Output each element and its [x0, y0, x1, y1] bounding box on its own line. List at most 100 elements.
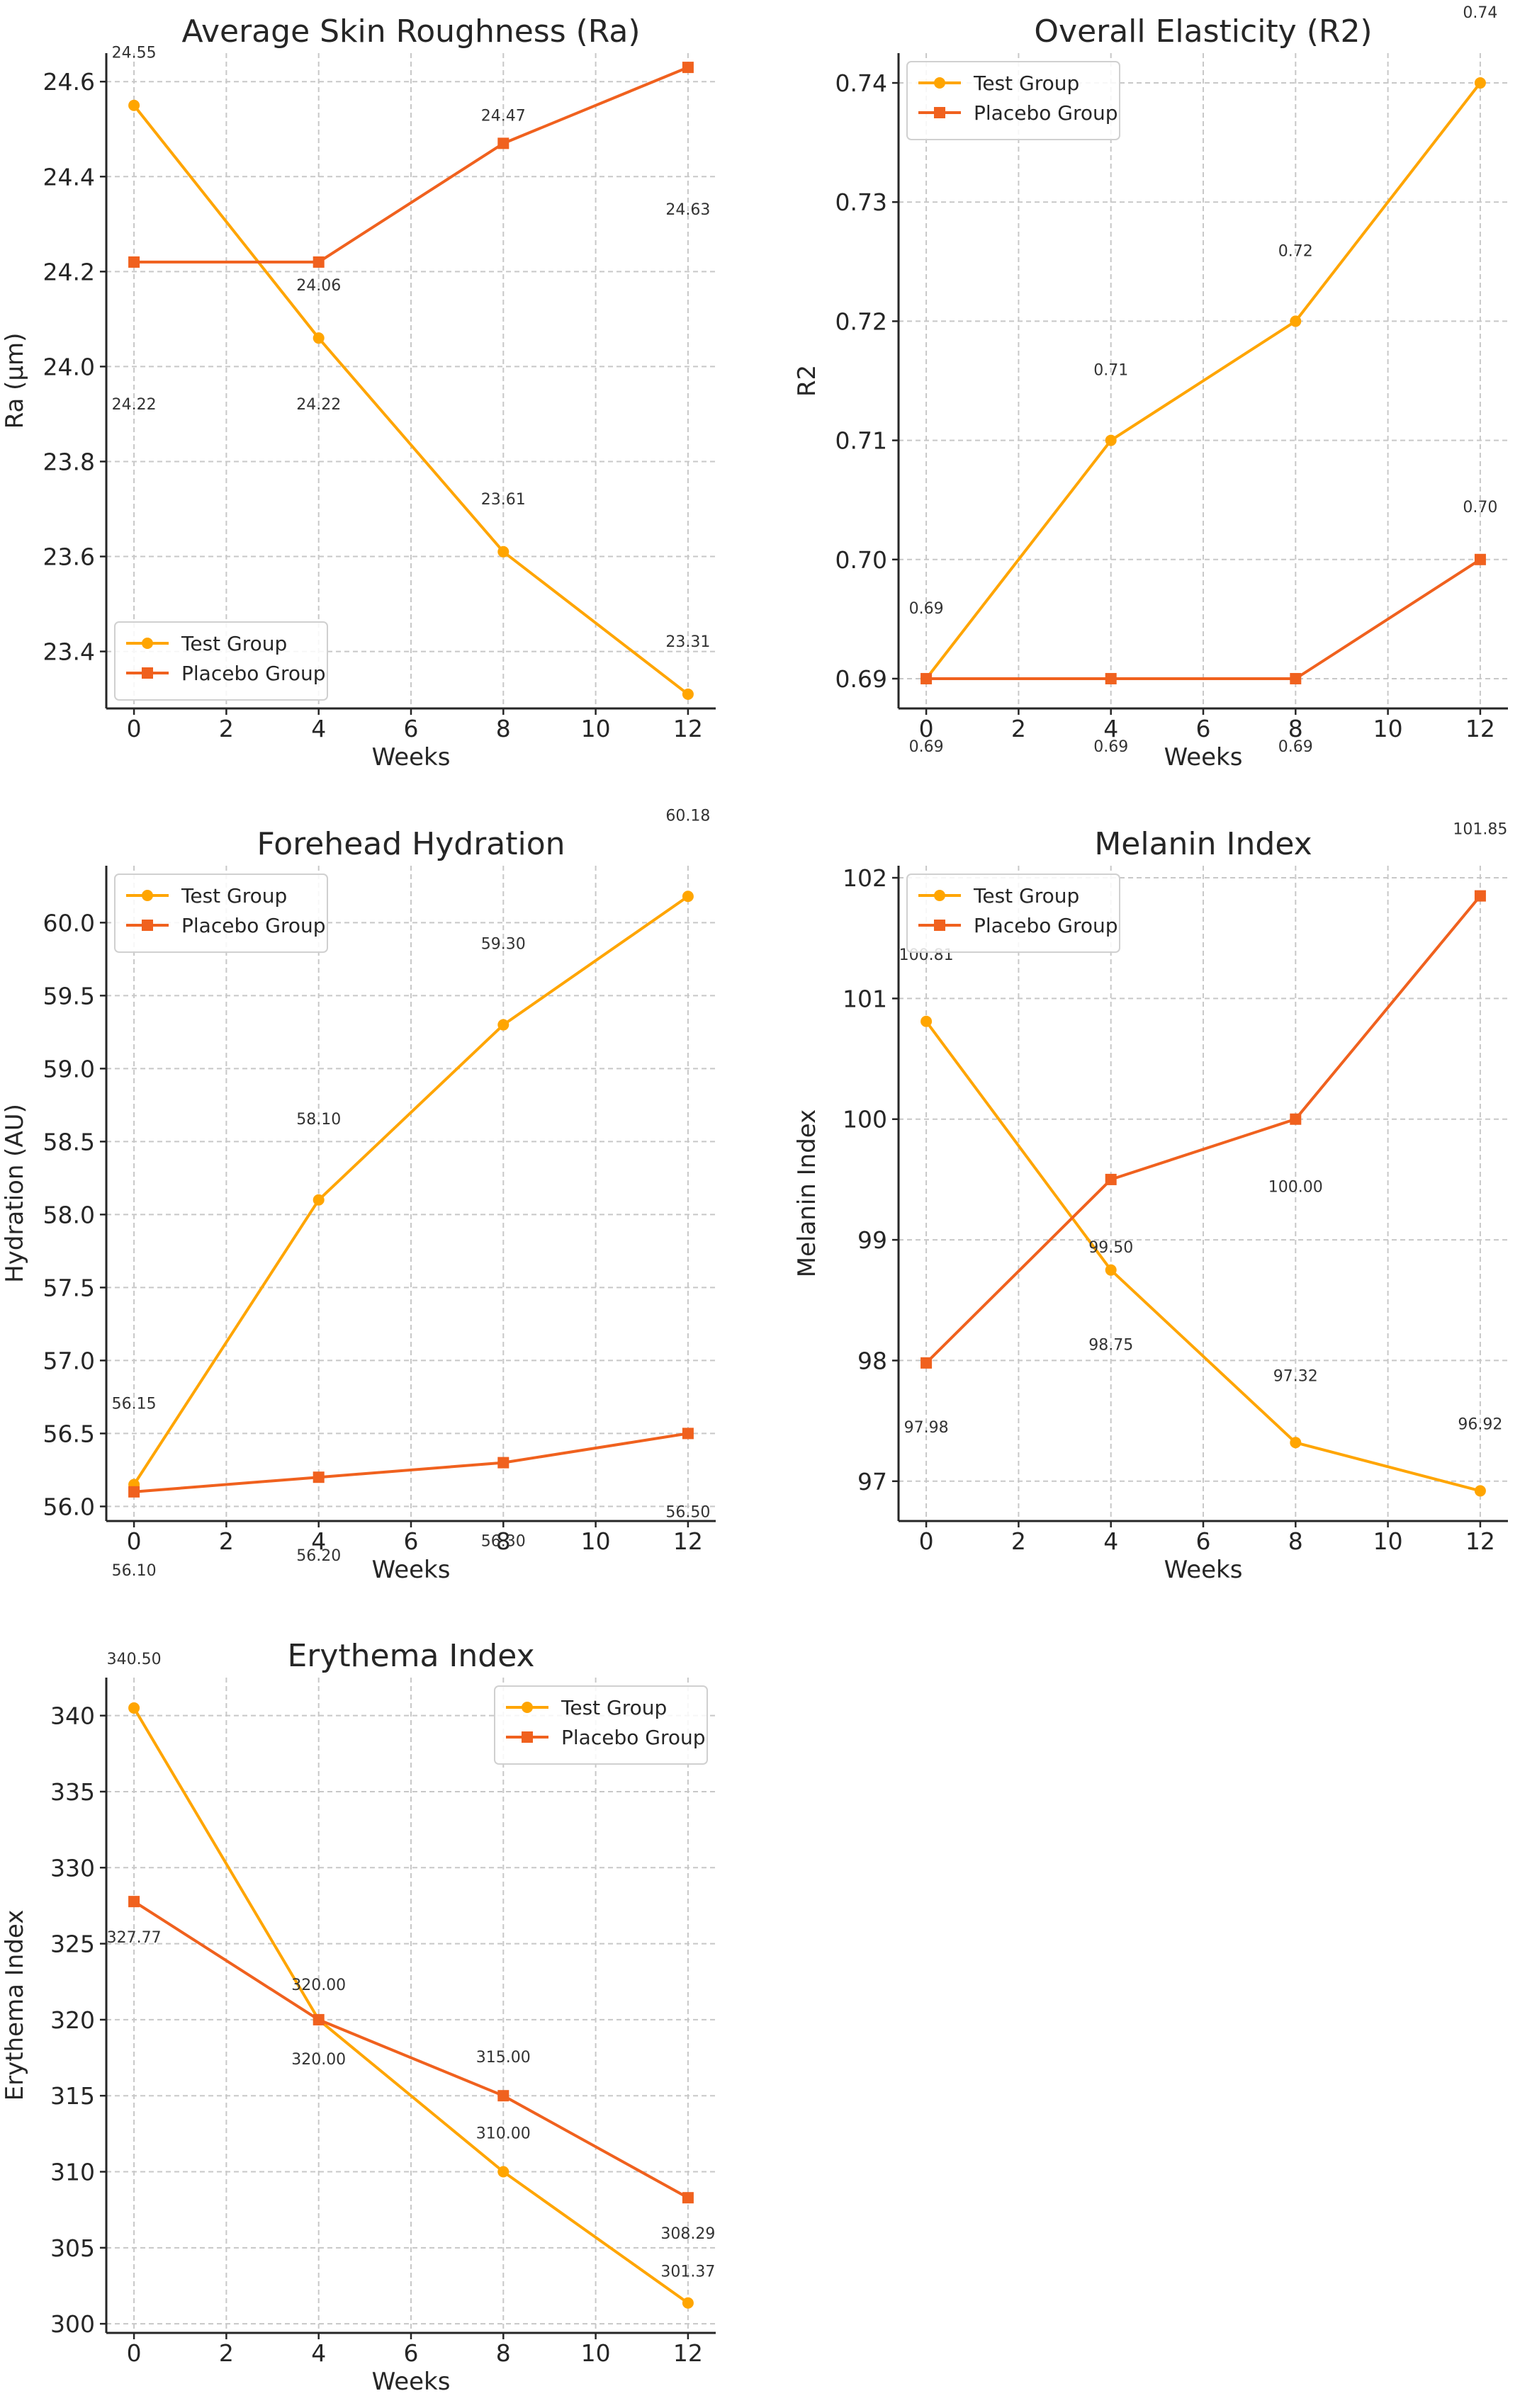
test-data-point	[682, 2297, 694, 2309]
data-label: 308.29	[660, 2225, 715, 2243]
x-tick-label: 10	[1373, 715, 1403, 742]
x-tick-label: 2	[219, 1527, 234, 1555]
x-tick-label: 0	[127, 2339, 142, 2367]
y-tick-label: 305	[50, 2234, 95, 2262]
data-label: 23.31	[665, 633, 710, 651]
y-tick-label: 315	[50, 2082, 95, 2110]
y-tick-label: 57.0	[43, 1347, 95, 1374]
data-label: 0.72	[1278, 242, 1313, 260]
data-label: 0.69	[909, 600, 944, 618]
legend-box	[906, 61, 1120, 140]
legend-entry: Placebo Group	[974, 914, 1118, 937]
y-tick-label: 310	[50, 2159, 95, 2186]
placebo-data-point	[128, 1486, 140, 1498]
test-data-point	[1474, 77, 1486, 89]
test-data-point	[497, 546, 510, 558]
y-tick-label: 335	[50, 1778, 95, 1806]
test-data-point	[1474, 1485, 1486, 1497]
legend-marker	[142, 638, 153, 649]
legend-entry: Test Group	[181, 884, 287, 908]
legend-marker	[934, 890, 945, 901]
legend-marker	[522, 1731, 533, 1743]
legend-marker	[934, 77, 945, 89]
y-tick-label: 24.2	[43, 258, 95, 286]
legend-box	[114, 621, 328, 701]
legend-entry: Placebo Group	[181, 914, 326, 937]
x-tick-label: 6	[404, 1527, 419, 1555]
y-tick-label: 23.4	[43, 638, 95, 666]
placebo-data-point	[128, 1896, 140, 1908]
legend-entry: Placebo Group	[561, 1726, 706, 1749]
y-tick-label: 24.0	[43, 353, 95, 380]
legend-marker	[142, 667, 153, 679]
x-tick-label: 6	[1196, 1527, 1211, 1555]
placebo-data-point	[1105, 1173, 1117, 1185]
x-tick-label: 10	[581, 1527, 611, 1555]
y-tick-label: 0.72	[835, 307, 887, 335]
data-label: 56.15	[112, 1395, 157, 1413]
y-tick-label: 58.5	[43, 1128, 95, 1155]
test-data-point	[313, 332, 325, 344]
x-axis-label: Weeks	[372, 1556, 451, 1584]
test-series-line	[133, 1707, 689, 2305]
y-tick-label: 330	[50, 1854, 95, 1882]
data-label: 320.00	[291, 2051, 346, 2069]
x-tick-label: 0	[919, 715, 934, 742]
placebo-data-point	[128, 256, 140, 268]
x-axis-label: Weeks	[1164, 743, 1243, 771]
chart-1: 0 2 4 6 8 10 12 23.4 23.6 23.8 24.0 24.2 24.4 24.6 Ave…	[1, 13, 716, 771]
data-label: 320.00	[291, 1977, 346, 1994]
legend-marker	[142, 890, 153, 901]
x-tick-label: 0	[919, 1527, 934, 1555]
legend-box	[494, 1685, 708, 1765]
placebo-data-point	[1474, 890, 1486, 902]
y-tick-label: 24.4	[43, 163, 95, 191]
data-label: 24.63	[665, 201, 710, 219]
x-axis-label: Weeks	[372, 2368, 451, 2396]
legend-entry: Test Group	[181, 632, 287, 655]
chart-title: Forehead Hydration	[257, 826, 565, 862]
data-label: 24.47	[481, 107, 526, 125]
placebo-data-point	[497, 1457, 510, 1469]
placebo-series-line	[134, 66, 689, 264]
data-label: 101.85	[1453, 821, 1507, 839]
x-tick-label: 2	[1011, 1527, 1026, 1555]
test-data-point	[1290, 315, 1302, 327]
data-label: 340.50	[107, 1651, 162, 1668]
data-label: 24.22	[296, 396, 341, 414]
x-tick-label: 4	[1103, 715, 1118, 742]
y-tick-label: 97	[857, 1468, 887, 1496]
legend-entry: Placebo Group	[181, 662, 326, 685]
y-axis-label: Hydration (AU)	[1, 1104, 29, 1283]
y-axis-label: Ra (µm)	[1, 333, 29, 429]
data-label: 23.61	[481, 491, 526, 509]
data-label: 0.69	[1278, 738, 1313, 756]
data-label: 0.71	[1093, 362, 1128, 380]
y-tick-label: 60.0	[43, 909, 95, 937]
placebo-data-point	[313, 2013, 325, 2025]
data-label: 301.37	[660, 2263, 715, 2281]
test-data-point	[682, 688, 694, 700]
x-tick-label: 2	[219, 715, 234, 742]
placebo-data-point	[682, 62, 694, 74]
y-tick-label: 0.70	[835, 546, 887, 574]
chart-title: Average Skin Roughness (Ra)	[181, 13, 640, 50]
y-tick-label: 23.6	[43, 543, 95, 571]
y-tick-label: 320	[50, 2006, 95, 2034]
x-tick-label: 10	[1373, 1527, 1403, 1555]
placebo-data-point	[313, 1471, 325, 1483]
placebo-data-point	[1105, 672, 1117, 684]
test-data-point	[128, 99, 140, 111]
data-label: 0.69	[909, 738, 944, 756]
y-tick-label: 0.73	[835, 188, 887, 216]
placebo-data-point	[1474, 553, 1486, 565]
test-data-point	[313, 1194, 325, 1206]
placebo-data-point	[1290, 672, 1302, 684]
x-tick-label: 8	[496, 715, 511, 742]
y-tick-label: 99	[857, 1226, 887, 1254]
chart-2: 0 2 4 6 8 10 12 0.69 0.70 0.71 0.72 0.73 0.74 Overall…	[793, 4, 1508, 771]
test-series-line	[925, 1020, 1481, 1493]
x-axis-label: Weeks	[372, 743, 451, 771]
placebo-data-point	[682, 1428, 694, 1440]
legend-entry: Placebo Group	[974, 101, 1118, 125]
